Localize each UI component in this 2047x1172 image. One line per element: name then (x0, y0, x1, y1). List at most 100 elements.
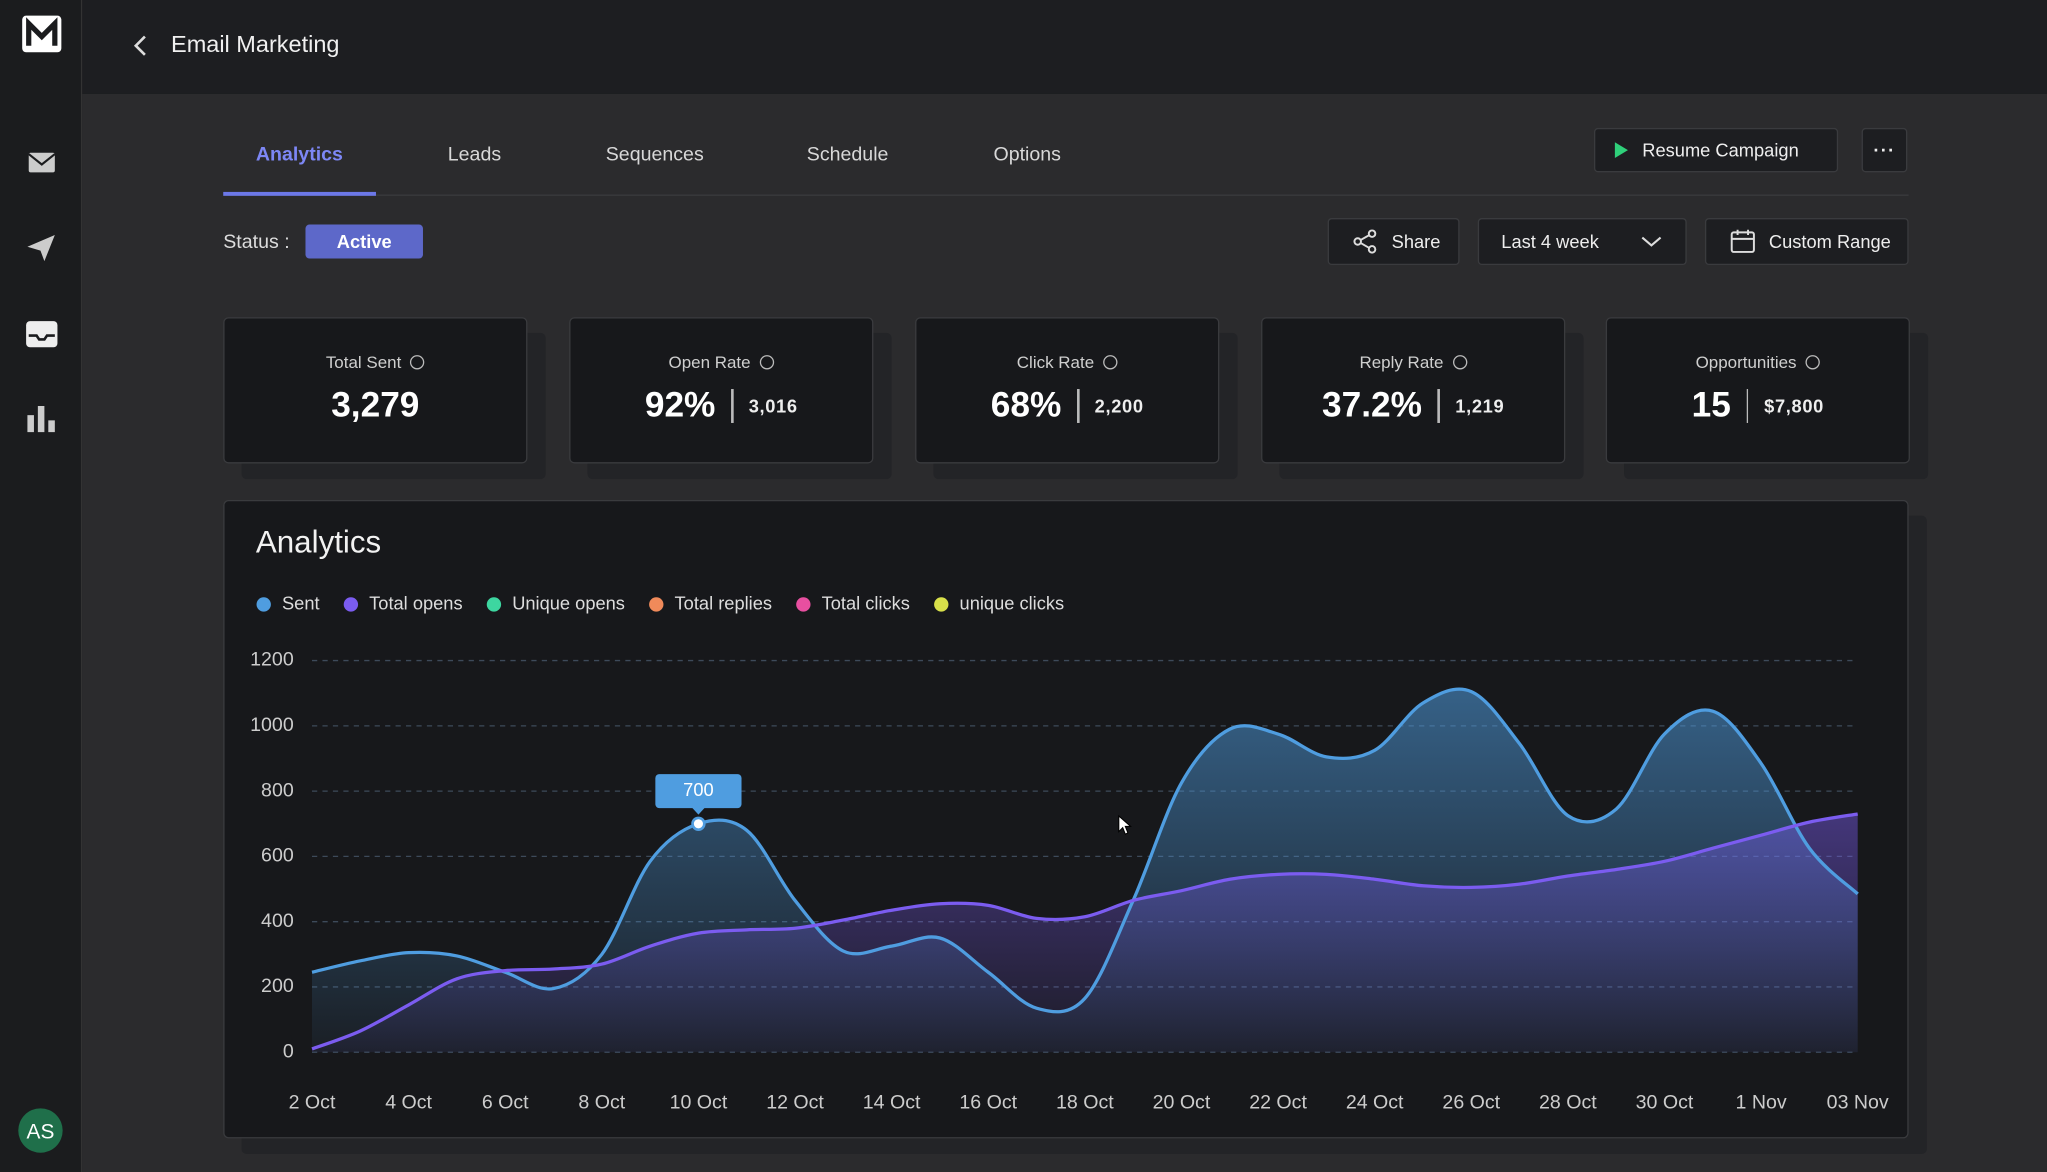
x-tick-label: 20 Oct (1153, 1091, 1211, 1113)
x-tick-label: 24 Oct (1346, 1091, 1404, 1113)
x-tick-label: 1 Nov (1736, 1091, 1787, 1113)
x-tick-label: 03 Nov (1827, 1091, 1889, 1113)
stat-divider (1077, 388, 1079, 423)
status-badge: Active (305, 224, 423, 259)
status-label: Status : (223, 231, 290, 254)
tab-indicator (223, 191, 376, 196)
x-tick-label: 14 Oct (863, 1091, 921, 1113)
back-button[interactable] (132, 34, 150, 57)
range-dropdown[interactable]: Last 4 week (1477, 218, 1687, 266)
stat-label: Total Sent (225, 352, 527, 372)
stat-label: Open Rate (570, 352, 872, 372)
y-tick-label: 200 (261, 975, 294, 997)
legend-label: unique clicks (960, 592, 1065, 613)
legend-swatch (649, 597, 664, 612)
custom-range-button[interactable]: Custom Range (1704, 218, 1909, 266)
stat-divider (1437, 388, 1440, 423)
tab[interactable]: Analytics (255, 143, 343, 166)
legend-swatch (486, 597, 502, 612)
info-icon (1805, 355, 1821, 370)
area (312, 813, 1858, 1053)
cursor (1118, 814, 1132, 835)
tab-divider (223, 194, 1909, 196)
tooltip-arrow (691, 807, 705, 815)
stat-values: 37.2% 1,219 (1262, 385, 1564, 425)
x-tick-label: 18 Oct (1056, 1091, 1114, 1113)
resume-label: Resume Campaign (1642, 139, 1799, 161)
tab[interactable]: Leads (447, 143, 502, 166)
inbox-tray (28, 334, 55, 341)
y-tick-label: 1000 (250, 714, 294, 736)
share-button[interactable]: Share (1327, 218, 1460, 266)
legend-swatch (343, 597, 359, 612)
logo-mark (26, 17, 58, 46)
stat-label-text: Open Rate (668, 352, 751, 373)
avatar[interactable] (18, 1108, 63, 1153)
legend-label: Total opens (369, 592, 462, 613)
tooltip-label: 700 (683, 779, 713, 800)
mail-flap (28, 153, 56, 166)
resume-button[interactable]: Resume Campaign (1593, 127, 1839, 173)
chart-icon-bar[interactable] (27, 415, 34, 433)
legend-label: Unique opens (512, 592, 625, 613)
inbox-icon[interactable] (26, 321, 58, 348)
stat-label-text: Opportunities (1695, 352, 1797, 373)
x-tick-label: 16 Oct (959, 1091, 1017, 1113)
stat-value: 68% (990, 385, 1062, 425)
stat-label: Reply Rate (1262, 352, 1564, 372)
send-icon[interactable] (27, 234, 55, 262)
tooltip-point (691, 816, 706, 831)
chart-icon-bar (48, 420, 55, 433)
chart: Analytics Sent Total opens Unique opens Tot… (250, 525, 1889, 1114)
more-button[interactable]: ··· (1861, 127, 1908, 173)
stat-label: Click Rate (916, 352, 1218, 372)
line (311, 812, 1858, 1051)
info-icon (1452, 355, 1467, 370)
y-tick-label: 400 (261, 910, 294, 932)
tab[interactable]: Options (993, 143, 1061, 166)
legend-swatch (796, 597, 811, 612)
tab[interactable]: Schedule (806, 143, 889, 166)
chart-title: Analytics (256, 525, 381, 560)
top-bar: Email Marketing (82, 0, 2047, 94)
x-tick-label: 8 Oct (578, 1091, 625, 1113)
stat-label: Opportunities (1607, 352, 1909, 372)
info-icon (1103, 355, 1118, 370)
x-tick-label: 6 Oct (482, 1091, 529, 1113)
stat-divider (731, 388, 734, 423)
stat-value: 37.2% (1322, 385, 1422, 425)
stat-divider (1746, 388, 1749, 423)
tab[interactable]: Sequences (605, 143, 704, 166)
stat-count: $7,800 (1764, 394, 1825, 416)
stat-count: 2,200 (1094, 394, 1144, 416)
legend-swatch (256, 597, 271, 612)
stat-values: 68% 2,200 (916, 385, 1218, 425)
chart-panel: Analytics Sent Total opens Unique opens Tot… (223, 499, 1909, 1139)
stat-count: 1,219 (1455, 394, 1505, 416)
x-tick-label: 22 Oct (1249, 1091, 1307, 1113)
stat-count: 3,016 (748, 394, 798, 416)
stat-card: Opportunities 15 $7,800 (1605, 317, 1910, 464)
page-title: Email Marketing (171, 31, 340, 58)
x-tick-label: 2 Oct (289, 1091, 336, 1113)
legend-label: Total clicks (822, 592, 910, 613)
stat-values: 92% 3,016 (570, 385, 872, 425)
legend-label: Total replies (675, 592, 772, 613)
y-tick-label: 1200 (250, 649, 294, 671)
sidebar: AS (0, 0, 83, 1172)
y-tick-label: 800 (261, 779, 294, 801)
x-tick-label: 28 Oct (1539, 1091, 1597, 1113)
x-tick-label: 12 Oct (766, 1091, 824, 1113)
mail-icon[interactable] (28, 152, 55, 173)
x-tick-label: 30 Oct (1636, 1091, 1694, 1113)
stat-card: Open Rate 92% 3,016 (569, 317, 874, 464)
stat-card: Total Sent 3,279 (223, 317, 528, 464)
y-tick-label: 600 (261, 845, 294, 867)
stat-label-text: Reply Rate (1359, 352, 1444, 373)
stat-value: 3,279 (331, 385, 420, 425)
x-tick-label: 10 Oct (670, 1091, 728, 1113)
legend-swatch (934, 597, 949, 612)
custom-range-label: Custom Range (1768, 231, 1891, 252)
share-label: Share (1391, 231, 1441, 252)
